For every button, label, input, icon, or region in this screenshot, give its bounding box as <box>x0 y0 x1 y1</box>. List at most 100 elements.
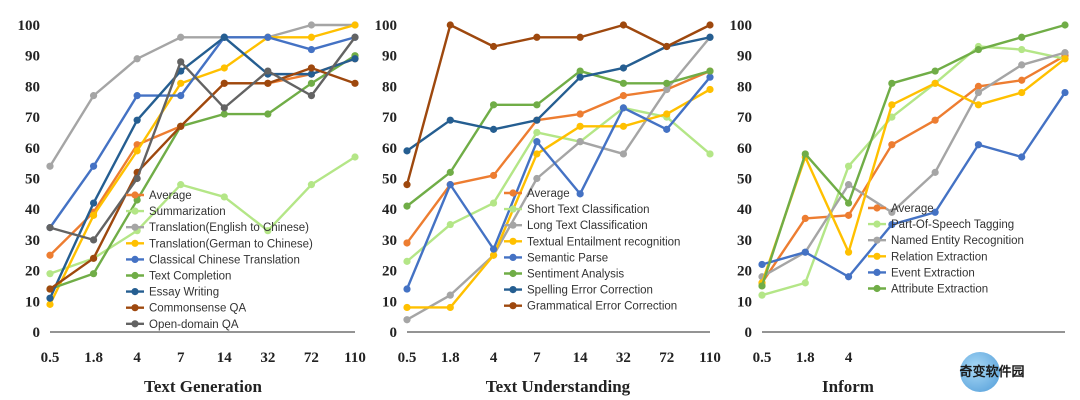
data-point <box>133 116 141 124</box>
data-point <box>706 73 714 81</box>
y-tick-label: 80 <box>382 79 397 95</box>
legend: Average Part-Of-Speech Tagging Named Entit… <box>868 203 1024 296</box>
legend-swatch-marker <box>509 205 517 213</box>
data-point <box>446 220 454 229</box>
data-point <box>89 236 98 244</box>
y-tick-label: 100 <box>18 18 41 34</box>
data-point <box>489 245 498 253</box>
data-point <box>489 171 498 180</box>
legend-swatch-marker <box>509 221 517 229</box>
data-point <box>1018 33 1026 41</box>
data-point <box>177 92 185 100</box>
legend-label: Text Completion <box>149 271 231 283</box>
data-point <box>351 153 359 161</box>
y-tick-label: 50 <box>382 172 397 188</box>
series-line <box>761 51 1066 278</box>
data-point <box>403 239 411 247</box>
data-point <box>619 79 628 87</box>
data-point <box>446 291 454 299</box>
data-point <box>706 21 714 29</box>
data-point <box>974 45 983 54</box>
watermark-logo: 奇变软件园 <box>914 350 1070 396</box>
data-point <box>1018 153 1026 161</box>
data-point <box>220 110 228 118</box>
legend-label: Grammatical Error Correction <box>527 301 677 313</box>
legend-label: Semantic Parse <box>527 252 608 264</box>
series-line <box>761 91 1066 278</box>
series-textual-entailment-recognition <box>403 85 714 312</box>
x-tick-label: 0.5 <box>753 350 772 366</box>
y-tick-label: 80 <box>25 79 40 95</box>
data-point <box>351 33 359 41</box>
legend-label: Part-Of-Speech Tagging <box>891 219 1014 231</box>
legend-swatch-marker <box>131 223 139 231</box>
data-point <box>307 21 316 29</box>
data-point <box>576 190 584 198</box>
data-point <box>533 174 541 183</box>
legend-swatch-marker <box>131 191 139 199</box>
legend-swatch-marker <box>131 320 139 328</box>
data-point <box>533 150 541 158</box>
series-line <box>760 23 1066 287</box>
data-point <box>1018 88 1026 97</box>
legend-label: Average <box>527 188 570 200</box>
legend-swatch-marker <box>509 253 517 261</box>
data-point <box>844 199 853 207</box>
data-point <box>446 116 454 124</box>
data-point <box>706 67 714 75</box>
data-point <box>1061 88 1069 97</box>
legend-label: Essay Writing <box>149 287 219 299</box>
data-point <box>220 104 228 112</box>
y-tick-label: 60 <box>382 141 397 157</box>
data-point <box>1018 61 1026 69</box>
data-point <box>307 64 316 72</box>
x-tick-label: 110 <box>344 350 366 366</box>
data-point <box>89 211 98 219</box>
data-point <box>220 33 228 41</box>
x-tick-label: 14 <box>217 350 233 366</box>
y-tick-label: 90 <box>25 49 40 65</box>
data-point <box>177 33 185 41</box>
data-point <box>844 181 853 189</box>
data-point <box>1061 49 1069 57</box>
series-summarization <box>46 153 359 278</box>
data-point <box>177 122 185 130</box>
y-tick-label: 100 <box>730 18 753 34</box>
data-point <box>403 147 411 155</box>
data-point <box>663 85 671 94</box>
series-line <box>405 23 711 185</box>
legend-label: Sentiment Analysis <box>527 269 624 281</box>
data-point <box>844 273 853 281</box>
data-point <box>801 150 809 158</box>
series-line <box>49 36 356 229</box>
data-point <box>307 70 316 78</box>
data-point <box>220 64 228 72</box>
data-point <box>403 285 411 293</box>
data-point <box>403 303 411 312</box>
data-point <box>177 58 185 66</box>
panel-2: 0 10 20 30 40 50 60 70 80 90 100 0.5 1.8 4 7 14 32 72 110 T… <box>375 18 721 396</box>
data-point <box>177 181 185 189</box>
y-tick-label: 30 <box>737 233 752 249</box>
data-point <box>403 316 411 324</box>
legend-swatch-marker <box>131 239 139 247</box>
data-point <box>619 122 628 130</box>
y-tick-label: 20 <box>737 264 752 280</box>
legend-label: Translation(English to Chinese) <box>149 222 309 234</box>
legend-swatch-marker <box>131 288 139 296</box>
data-point <box>801 279 809 287</box>
data-point <box>307 33 316 41</box>
data-point <box>46 224 54 232</box>
data-point <box>1018 76 1026 84</box>
data-point <box>446 303 454 312</box>
data-point <box>1018 45 1026 54</box>
data-point <box>446 168 454 176</box>
data-point <box>403 202 411 210</box>
x-tick-label: 32 <box>260 350 275 366</box>
data-point <box>663 125 671 133</box>
data-point <box>844 211 853 219</box>
y-tick-label: 40 <box>25 202 40 218</box>
legend-label: Textual Entailment recognition <box>527 236 680 248</box>
legend-swatch-marker <box>131 304 139 312</box>
